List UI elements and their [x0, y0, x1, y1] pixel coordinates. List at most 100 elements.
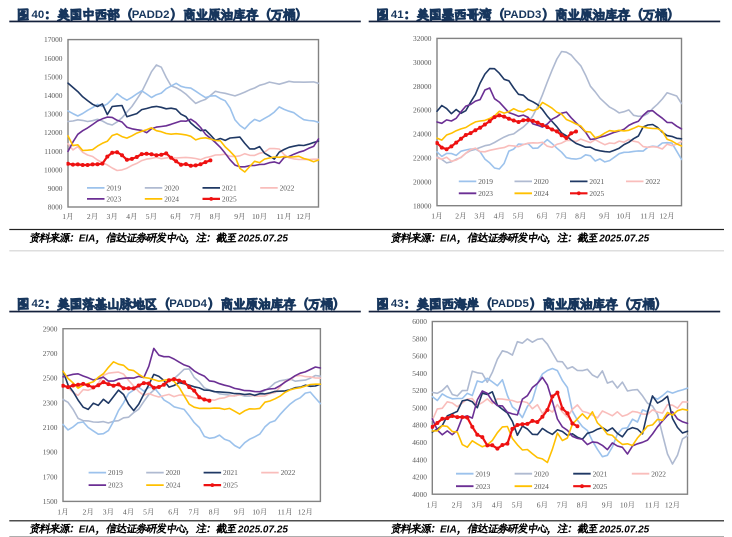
svg-text:4: 4	[494, 212, 498, 221]
svg-text:2019: 2019	[478, 177, 493, 186]
svg-text:3: 3	[103, 508, 107, 517]
svg-text:2023: 2023	[475, 482, 490, 491]
svg-text:2025.07.25: 2025.07.25	[598, 234, 649, 245]
svg-text:2100: 2100	[43, 423, 58, 432]
svg-text:20000: 20000	[413, 177, 432, 186]
svg-text:4: 4	[126, 212, 130, 221]
svg-text:11: 11	[640, 212, 648, 221]
svg-text:2023: 2023	[108, 481, 123, 490]
svg-text:9000: 9000	[48, 184, 63, 193]
svg-text:2020: 2020	[534, 469, 549, 478]
svg-text:11: 11	[277, 212, 285, 221]
svg-text:9: 9	[234, 508, 238, 517]
svg-text:3: 3	[474, 212, 478, 221]
svg-text:15000: 15000	[44, 72, 63, 81]
svg-text:EIA: EIA	[440, 234, 457, 245]
svg-text:43: 43	[391, 298, 404, 310]
svg-text:10000: 10000	[44, 165, 63, 174]
svg-text:5800: 5800	[412, 334, 427, 343]
svg-text:2025.07.25: 2025.07.25	[237, 524, 288, 535]
svg-text:16000: 16000	[44, 54, 63, 63]
svg-text:2025: 2025	[222, 195, 237, 204]
svg-text:4000: 4000	[412, 490, 427, 499]
svg-text:12: 12	[296, 212, 304, 221]
svg-text:EIA: EIA	[79, 524, 96, 535]
svg-text:5000: 5000	[412, 404, 427, 413]
svg-text:4800: 4800	[412, 421, 427, 430]
svg-text:2021: 2021	[222, 184, 237, 193]
svg-text:2025.07.25: 2025.07.25	[598, 524, 649, 535]
svg-text:12: 12	[660, 212, 668, 221]
svg-text:8: 8	[575, 212, 579, 221]
svg-text:2: 2	[87, 212, 91, 221]
svg-text:5400: 5400	[412, 369, 427, 378]
svg-text:2300: 2300	[43, 398, 58, 407]
svg-text:8: 8	[209, 508, 213, 517]
svg-text:13000: 13000	[44, 110, 63, 119]
svg-text:PADD4: PADD4	[169, 298, 207, 310]
svg-text:5200: 5200	[412, 386, 427, 395]
svg-text:2019: 2019	[108, 468, 123, 477]
svg-text:12000: 12000	[44, 128, 63, 137]
svg-text:2: 2	[452, 501, 456, 510]
svg-text:PADD2: PADD2	[132, 9, 170, 21]
svg-text:5600: 5600	[412, 352, 427, 361]
svg-text:4200: 4200	[412, 473, 427, 482]
svg-text:10: 10	[252, 212, 260, 221]
svg-text:3: 3	[107, 212, 111, 221]
svg-text:EIA: EIA	[79, 234, 96, 245]
svg-text:2: 2	[83, 508, 87, 517]
svg-text:2900: 2900	[43, 324, 58, 333]
svg-text:17000: 17000	[44, 35, 63, 44]
svg-text:14000: 14000	[44, 91, 63, 100]
svg-text:9: 9	[599, 212, 603, 221]
svg-text:4: 4	[492, 501, 496, 510]
svg-text:PADD5: PADD5	[491, 298, 529, 310]
svg-text:2023: 2023	[478, 189, 493, 198]
svg-text:24000: 24000	[413, 130, 432, 139]
svg-text:6: 6	[168, 508, 172, 517]
svg-text:12: 12	[665, 501, 673, 510]
svg-text:2024: 2024	[164, 195, 179, 204]
svg-text:2021: 2021	[589, 177, 604, 186]
svg-text:9: 9	[234, 212, 238, 221]
svg-text:7: 7	[557, 501, 561, 510]
svg-text:2020: 2020	[166, 468, 181, 477]
svg-text:1500: 1500	[43, 497, 58, 506]
svg-text:2020: 2020	[534, 177, 549, 186]
svg-text:7: 7	[189, 508, 193, 517]
svg-text:4600: 4600	[412, 438, 427, 447]
svg-text:5: 5	[513, 212, 517, 221]
svg-text:EIA: EIA	[440, 524, 457, 535]
svg-text:12: 12	[298, 508, 306, 517]
svg-text:1900: 1900	[43, 448, 58, 457]
svg-text:1: 1	[427, 501, 431, 510]
svg-text:2019: 2019	[106, 184, 121, 193]
svg-text:11: 11	[278, 508, 286, 517]
svg-text:18000: 18000	[413, 201, 432, 210]
svg-text:2022: 2022	[280, 184, 295, 193]
svg-text:6: 6	[170, 212, 174, 221]
svg-text:40: 40	[32, 9, 45, 21]
svg-text:5: 5	[146, 212, 150, 221]
svg-text:7: 7	[190, 212, 194, 221]
svg-text:2025.07.25: 2025.07.25	[237, 234, 288, 245]
svg-text:2025: 2025	[223, 481, 238, 490]
svg-text:5: 5	[512, 501, 516, 510]
svg-text:2021: 2021	[223, 468, 238, 477]
svg-text:2700: 2700	[43, 349, 58, 358]
svg-text:41: 41	[391, 9, 404, 21]
svg-text:8: 8	[210, 212, 214, 221]
svg-text:2023: 2023	[106, 195, 121, 204]
svg-text:6: 6	[537, 501, 541, 510]
svg-text:11: 11	[645, 501, 653, 510]
svg-text:42: 42	[32, 298, 45, 310]
svg-text:2022: 2022	[281, 468, 296, 477]
svg-text:PADD3: PADD3	[504, 9, 542, 21]
svg-text:1700: 1700	[43, 472, 58, 481]
svg-text:2022: 2022	[651, 469, 666, 478]
svg-text:26000: 26000	[413, 106, 432, 115]
svg-text:4: 4	[123, 508, 127, 517]
svg-text:11000: 11000	[44, 147, 63, 156]
svg-text:2022: 2022	[645, 177, 660, 186]
